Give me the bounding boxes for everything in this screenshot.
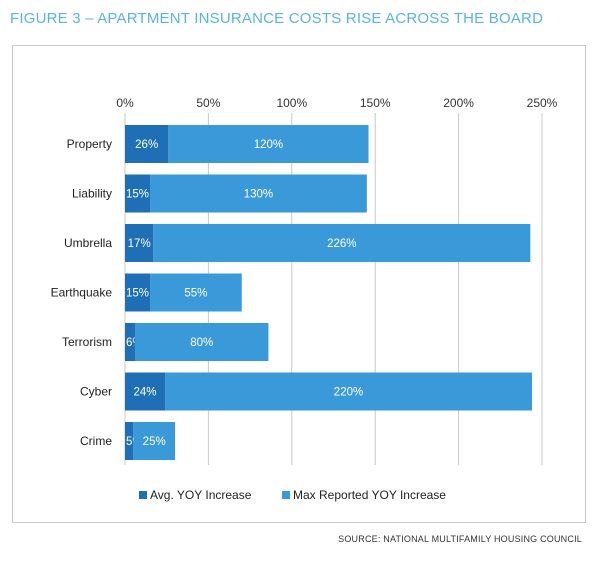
x-tick-label: 150% [360,96,391,110]
category-label: Cyber [80,385,112,399]
legend-label-max: Max Reported YOY Increase [293,488,446,502]
figure-title: FIGURE 3 – APARTMENT INSURANCE COSTS RIS… [10,10,544,27]
data-label: 120% [254,139,283,151]
data-label: 17% [128,238,151,250]
category-label: Earthquake [51,286,113,300]
bar-max [153,224,531,262]
x-tick-label: 0% [116,96,134,110]
x-tick-label: 250% [527,96,558,110]
data-label: 25% [143,436,166,448]
chart-frame [12,45,586,523]
bar-max [165,372,532,411]
bar-max [168,125,369,163]
bar-max [150,273,242,312]
source-note: SOURCE: NATIONAL MULTIFAMILY HOUSING COU… [338,534,582,544]
data-label: 26% [135,139,158,151]
category-label: Crime [80,434,112,448]
x-tick-label: 100% [276,96,307,110]
data-label: 226% [327,238,356,250]
bar-avg [125,273,151,312]
data-label: 24% [134,387,157,399]
bar-max [135,323,269,361]
legend-swatch-avg [139,491,147,499]
data-label: 15% [126,288,149,300]
data-label: 15% [126,189,149,201]
bar-avg [125,372,166,411]
legend-swatch-max [282,491,290,499]
bar-max [133,422,176,460]
x-tick-label: 50% [196,96,220,110]
category-label: Terrorism [62,335,112,349]
data-label: 55% [184,288,207,300]
category-label: Liability [72,187,112,201]
bar-chart: 0% 50% 100% 150% 200% 250% Property 26% 120% Liab… [51,96,558,502]
legend-label-avg: Avg. YOY Increase [150,488,252,502]
bar-avg [125,422,134,460]
bar-avg [125,224,154,262]
bar-avg [125,174,151,213]
category-label: Property [67,137,112,151]
bar-max [150,174,367,213]
bar-avg [125,125,169,163]
bar-avg [125,323,136,361]
data-label: 130% [244,189,273,201]
x-tick-label: 200% [443,96,474,110]
data-label: 220% [334,387,363,399]
category-label: Umbrella [64,236,112,250]
data-label: 80% [190,337,213,349]
